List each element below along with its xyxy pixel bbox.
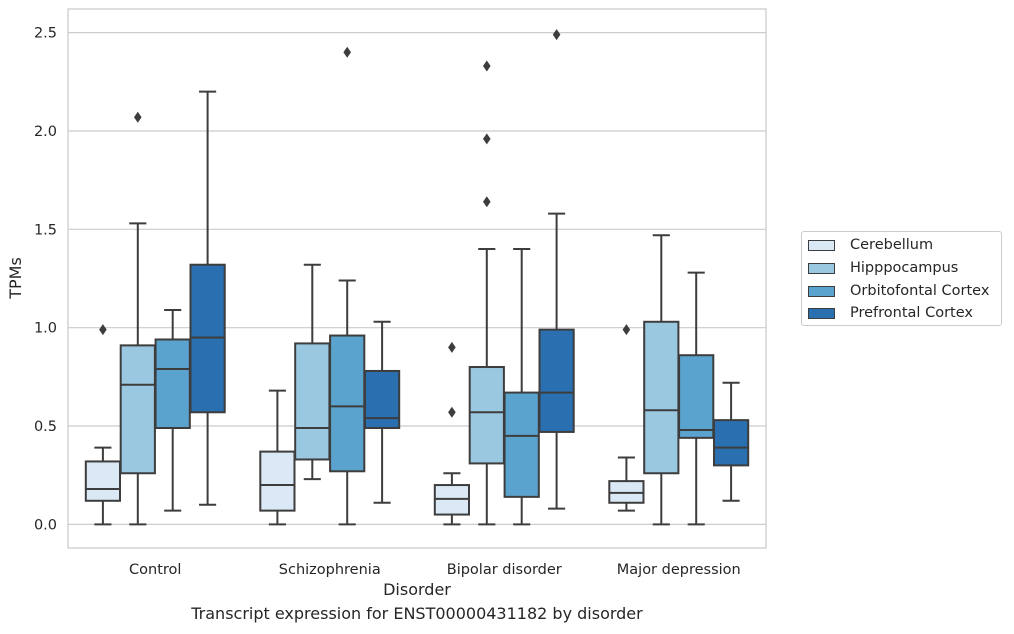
legend: Cerebellum Hipppocampus Orbitofontal Cor… — [801, 231, 1002, 326]
legend-swatch — [808, 307, 835, 319]
legend-label: Cerebellum — [850, 237, 934, 253]
figure-caption: Transcript expression for ENST0000043118… — [191, 604, 643, 623]
x-tick-label: Control — [129, 562, 181, 578]
box-iqr — [712, 419, 750, 467]
box-1-3 — [643, 234, 680, 526]
box-iqr — [259, 450, 296, 512]
outlier-point — [448, 406, 456, 418]
box-iqr — [84, 460, 122, 502]
legend-item-hippocampus: Hipppocampus — [808, 257, 958, 279]
box-iqr — [294, 342, 331, 461]
box-3-1 — [363, 320, 401, 504]
outlier-point — [552, 29, 561, 41]
box-1-0 — [119, 111, 156, 526]
box-3-0 — [189, 90, 226, 506]
legend-swatch — [808, 262, 835, 274]
box-3-2 — [538, 29, 575, 510]
legend-swatch — [808, 239, 835, 251]
y-tick-labels: 0.0 0.5 1.0 1.5 2.0 2.5 — [34, 26, 57, 534]
legend-label: Orbitofontal Cortex — [850, 283, 990, 299]
legend-swatch — [808, 285, 835, 297]
box-iqr — [678, 354, 715, 439]
box-0-1 — [259, 389, 296, 526]
outlier-point — [134, 111, 142, 123]
outlier-point — [343, 46, 351, 58]
x-tick-label: Major depression — [617, 562, 741, 578]
outlier-point — [448, 341, 456, 353]
y-tick-label: 1.0 — [34, 321, 57, 337]
y-axis-label: TPMs — [6, 257, 25, 300]
legend-item-cerebellum: Cerebellum — [808, 234, 933, 256]
plot-area — [84, 29, 750, 526]
box-2-0 — [154, 308, 191, 512]
legend-label: Prefrontal Cortex — [850, 305, 973, 321]
y-tick-label: 2.5 — [34, 26, 57, 42]
box-1-1 — [294, 263, 331, 481]
outlier-point — [99, 324, 107, 336]
y-tick-label: 0.5 — [34, 419, 57, 435]
x-axis-label: Disorder — [383, 580, 451, 599]
plot-frame — [67, 8, 767, 549]
x-tick-label: Bipolar disorder — [447, 562, 562, 578]
box-iqr — [643, 320, 680, 475]
legend-item-prefrontal-cortex: Prefrontal Cortex — [808, 302, 973, 324]
y-tick-label: 0.0 — [34, 517, 57, 533]
outlier-point — [483, 60, 491, 72]
box-iqr — [538, 328, 575, 433]
outlier-point — [622, 324, 631, 336]
x-tick-label: Schizophrenia — [279, 562, 381, 578]
legend-item-orbitofrontal-cortex: Orbitofontal Cortex — [808, 280, 989, 302]
outlier-point — [483, 196, 491, 208]
box-iqr — [503, 391, 540, 498]
box-2-1 — [329, 46, 366, 526]
box-0-3 — [608, 324, 645, 512]
outlier-point — [483, 133, 491, 145]
box-1-2 — [468, 60, 505, 526]
box-0-0 — [84, 324, 122, 526]
y-tick-label: 1.5 — [34, 222, 57, 238]
box-3-3 — [712, 381, 750, 502]
box-iqr — [154, 338, 191, 430]
box-iqr — [329, 334, 366, 473]
box-0-2 — [433, 341, 471, 526]
box-iqr — [119, 344, 156, 475]
box-iqr — [363, 369, 401, 430]
box-2-3 — [678, 271, 715, 526]
x-tick-labels: Control Schizophrenia Bipolar disorder Majo… — [129, 562, 741, 578]
box-iqr — [468, 366, 505, 465]
y-tick-label: 2.0 — [34, 124, 57, 140]
legend-label: Hipppocampus — [850, 260, 959, 276]
box-2-2 — [503, 247, 540, 526]
